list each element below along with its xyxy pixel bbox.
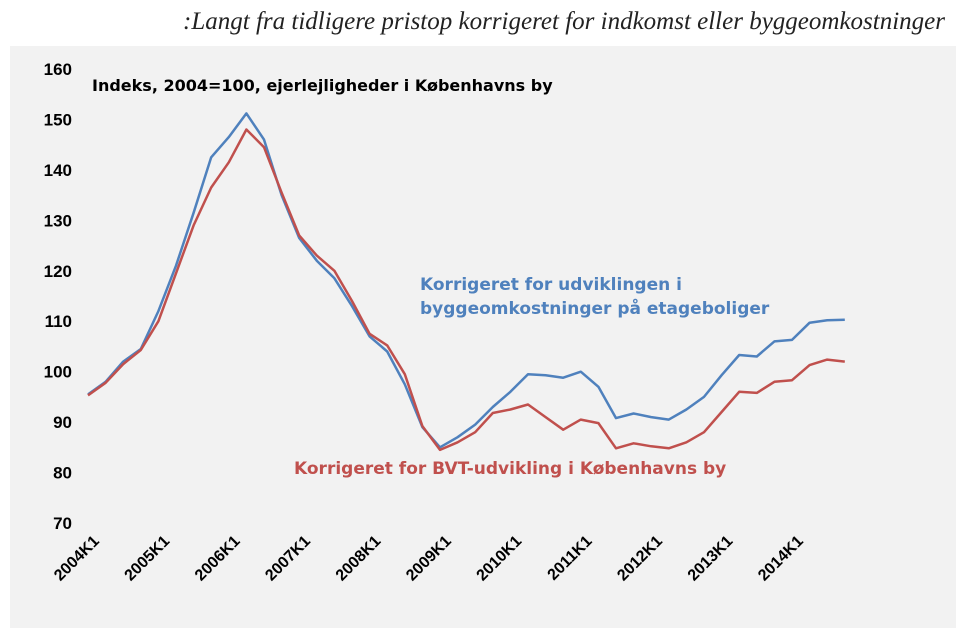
y-tick-label: 160 bbox=[44, 60, 72, 79]
series-label: Korrigeret for udviklingen i bbox=[420, 275, 682, 295]
series-line-bvt bbox=[87, 128, 845, 452]
series-label: Korrigeret for BVT-udvikling i København… bbox=[294, 459, 726, 479]
line-chart: Indeks, 2004=100, ejerlejligheder i Købe… bbox=[44, 60, 845, 585]
chart-subtitle: Indeks, 2004=100, ejerlejligheder i Købe… bbox=[92, 76, 553, 95]
y-tick-label: 120 bbox=[44, 262, 72, 281]
chart-area: Indeks, 2004=100, ejerlejligheder i Købe… bbox=[10, 46, 956, 628]
x-tick-label: 2006K1 bbox=[192, 533, 244, 585]
y-tick-label: 130 bbox=[44, 211, 72, 230]
y-tick-label: 140 bbox=[44, 161, 72, 180]
x-axis: 2004K1 2005K1 2006K1 2007K1 2008K1 2009K1 2010… bbox=[51, 533, 807, 585]
y-tick-label: 100 bbox=[44, 363, 72, 382]
y-axis: 70 80 90 100 110 120 130 140 150 160 bbox=[44, 60, 72, 533]
y-tick-label: 90 bbox=[53, 413, 72, 432]
series-labels: Korrigeret for udviklingen ibyggeomkostn… bbox=[294, 275, 770, 479]
y-tick-label: 80 bbox=[53, 464, 72, 483]
x-tick-label: 2013K1 bbox=[685, 533, 737, 585]
x-tick-label: 2007K1 bbox=[262, 533, 314, 585]
figure-title: :Langt fra tidligere pristop korrigeret … bbox=[183, 8, 945, 35]
x-tick-label: 2004K1 bbox=[51, 533, 103, 585]
x-tick-label: 2011K1 bbox=[545, 533, 596, 584]
x-tick-label: 2010K1 bbox=[474, 533, 526, 585]
y-tick-label: 110 bbox=[45, 312, 72, 331]
series-lines bbox=[87, 112, 845, 452]
y-tick-label: 150 bbox=[44, 110, 72, 129]
x-tick-label: 2008K1 bbox=[333, 533, 385, 585]
x-tick-label: 2009K1 bbox=[403, 533, 455, 585]
x-tick-label: 2012K1 bbox=[614, 533, 666, 585]
x-tick-label: 2005K1 bbox=[122, 533, 174, 585]
y-tick-label: 70 bbox=[53, 514, 72, 533]
series-label: byggeomkostninger på etageboliger bbox=[420, 297, 770, 319]
x-tick-label: 2014K1 bbox=[755, 533, 807, 585]
series-line-byggeomkostninger bbox=[87, 112, 845, 449]
